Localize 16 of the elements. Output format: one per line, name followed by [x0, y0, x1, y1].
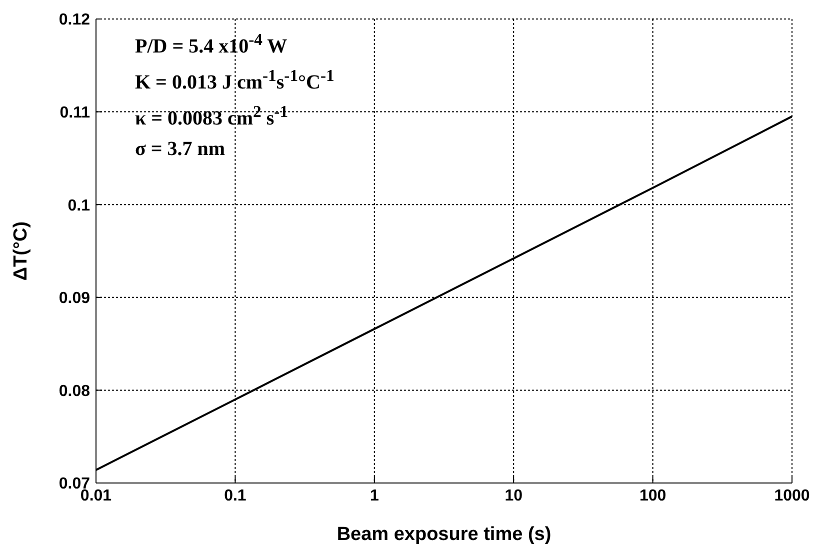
annotation: κ = 0.0083 cm$^{2}$ s$^{-1}$ [135, 102, 288, 131]
y-tick-label: 0.12 [58, 12, 90, 29]
y-tick-label: 0.1 [68, 197, 90, 214]
x-axis-title: Beam exposure time (s) [336, 524, 552, 545]
x-tick-label: 1000 [774, 487, 810, 504]
y-tick-label: 0.08 [58, 382, 90, 400]
x-tick-label: 10 [504, 487, 523, 504]
y-tick-label: 0.11 [60, 104, 90, 122]
annotation: P/D = 5.4 x10$^{-4}$ W [135, 30, 288, 59]
annotation: σ = 3.7 nm [135, 138, 226, 161]
x-tick-label: 1 [370, 487, 379, 504]
x-tick-label: 0.1 [224, 487, 246, 504]
annotation: K = 0.013 J cm$^{-1}$s$^{-1}$°C$^{-1}$ [135, 66, 334, 95]
x-tick-label: 100 [639, 487, 666, 504]
y-tick-label: 0.09 [58, 290, 90, 308]
y-axis-title: ΔT(°C) [10, 221, 32, 281]
